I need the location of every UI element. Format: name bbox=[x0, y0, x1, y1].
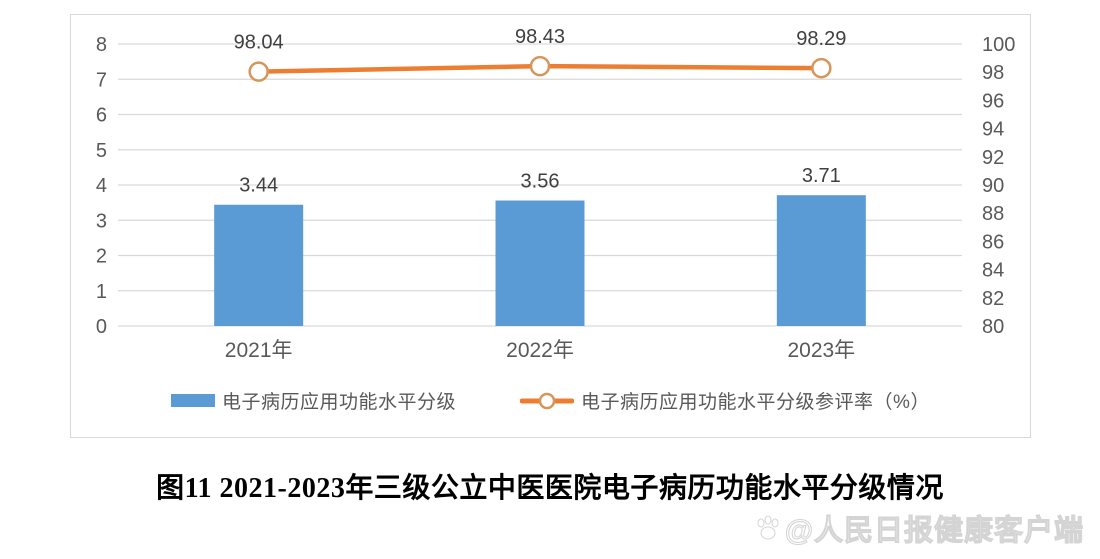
right-axis-tick-label: 84 bbox=[982, 260, 1004, 282]
right-axis-tick-label: 82 bbox=[982, 288, 1004, 310]
right-axis-tick-label: 86 bbox=[982, 231, 1004, 253]
line-marker-2022年 bbox=[529, 55, 551, 77]
right-axis-tick-label: 80 bbox=[982, 316, 1004, 338]
bar-data-label: 3.44 bbox=[239, 175, 278, 197]
x-axis-label: 2023年 bbox=[787, 339, 855, 362]
left-axis-tick-label: 3 bbox=[96, 210, 107, 232]
line-data-label: 98.43 bbox=[515, 26, 565, 48]
bar-data-label: 3.56 bbox=[521, 171, 560, 193]
watermark-text: @人民日报健康客户端 bbox=[784, 515, 1084, 548]
right-axis-tick-label: 94 bbox=[982, 119, 1004, 141]
legend-item-bar-series: 电子病历应用功能水平分级 bbox=[171, 387, 456, 414]
line-marker-2023年 bbox=[811, 57, 832, 79]
watermark: @人民日报健康客户端 bbox=[753, 507, 1084, 549]
left-axis-tick-label: 2 bbox=[96, 246, 107, 268]
legend-item-line-series: 电子病历应用功能水平分级参评率（%） bbox=[520, 387, 930, 414]
left-axis-tick-label: 0 bbox=[96, 316, 107, 338]
line-data-label: 98.29 bbox=[796, 28, 846, 50]
figure-caption: 图11 2021-2023年三级公立中医医院电子病历功能水平分级情况 bbox=[156, 473, 944, 504]
right-axis-tick-label: 92 bbox=[982, 147, 1004, 169]
paw-print-icon bbox=[757, 515, 779, 540]
line-data-label: 98.04 bbox=[234, 32, 284, 54]
chart-legend: 电子病历应用功能水平分级 电子病历应用功能水平分级参评率（%） bbox=[71, 387, 1030, 414]
bar-data-label: 3.71 bbox=[802, 165, 841, 187]
left-axis-tick-label: 1 bbox=[96, 281, 107, 303]
right-axis-tick-label: 90 bbox=[982, 175, 1004, 197]
right-axis-tick-label: 100 bbox=[982, 34, 1015, 56]
bar-2023年 bbox=[776, 195, 866, 326]
right-axis-tick-label: 88 bbox=[982, 203, 1004, 225]
bar-series-swatch bbox=[171, 394, 216, 407]
bar-2021年 bbox=[214, 204, 304, 326]
chart-panel: 0 1 2 3 4 5 6 7 8 80 82 84 86 88 90 92 94 96 98 100 3.44 3.56… bbox=[70, 14, 1031, 438]
left-axis-tick-label: 5 bbox=[96, 140, 107, 162]
line-series-marker-icon bbox=[520, 392, 575, 409]
x-axis-label: 2021年 bbox=[225, 339, 293, 362]
line-marker-2021年 bbox=[248, 61, 269, 82]
left-axis-tick-label: 4 bbox=[96, 175, 107, 197]
x-axis-label: 2022年 bbox=[506, 339, 574, 362]
left-axis-tick-label: 6 bbox=[96, 105, 107, 127]
left-axis-tick-label: 7 bbox=[96, 69, 107, 91]
right-axis-tick-label: 96 bbox=[982, 90, 1004, 112]
legend-line-label: 电子病历应用功能水平分级参评率（%） bbox=[581, 392, 930, 413]
right-axis-tick-label: 98 bbox=[982, 62, 1004, 84]
bar-2022年 bbox=[495, 200, 585, 326]
left-axis-tick-label: 8 bbox=[96, 34, 107, 56]
legend-bar-label: 电子病历应用功能水平分级 bbox=[222, 392, 457, 413]
